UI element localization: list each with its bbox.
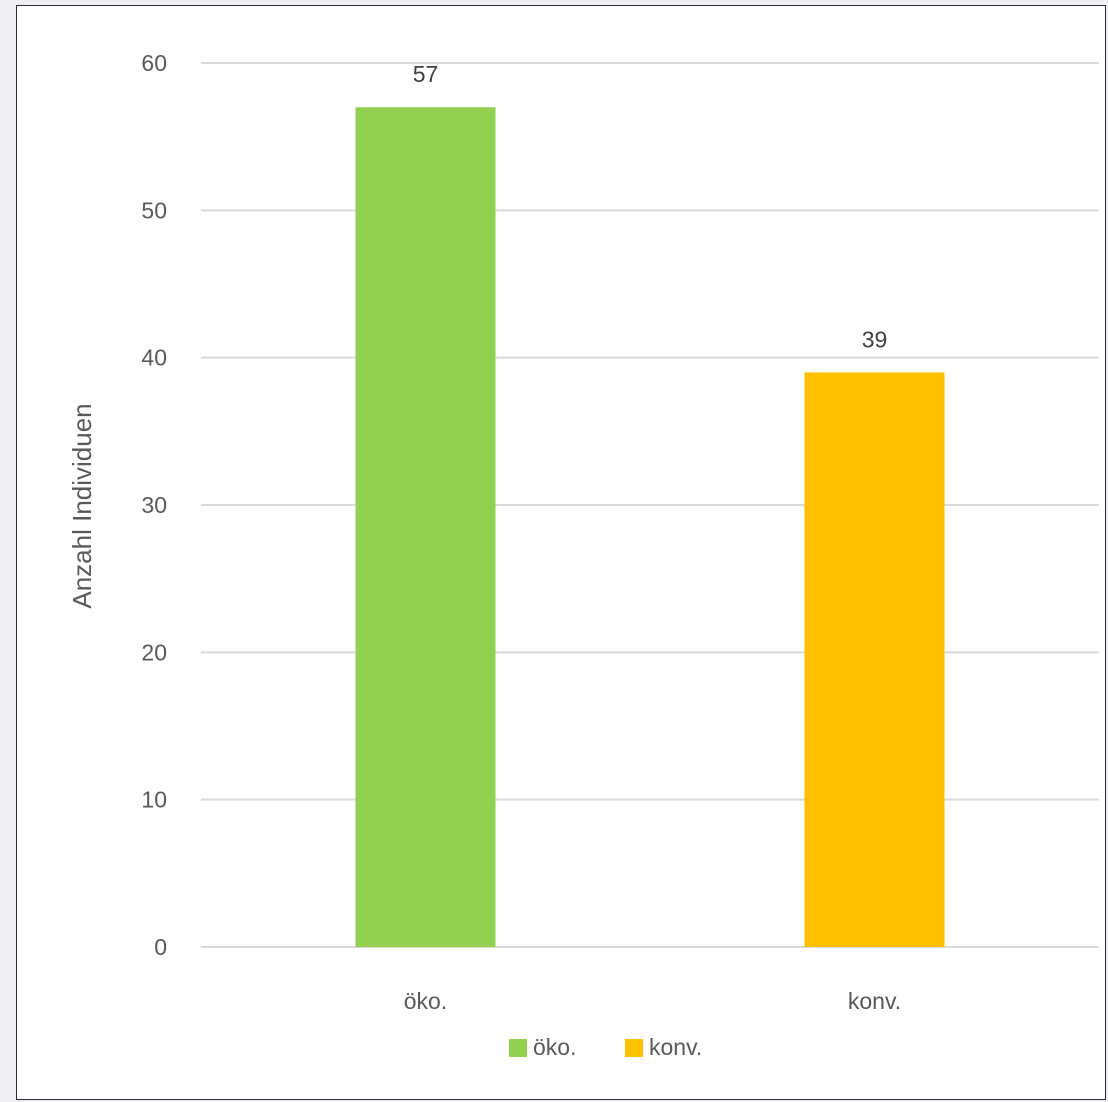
bar-data-label: 57 xyxy=(413,61,439,87)
legend-label: öko. xyxy=(533,1034,576,1060)
data-labels: 57 39 xyxy=(413,61,888,352)
legend-label: konv. xyxy=(649,1034,702,1060)
y-tick-label: 40 xyxy=(141,345,167,371)
bar-data-label: 39 xyxy=(862,326,888,352)
x-axis-categories: öko. konv. xyxy=(404,988,901,1014)
x-category-label: konv. xyxy=(848,988,901,1014)
y-tick-label: 10 xyxy=(141,787,167,813)
bar xyxy=(804,372,945,947)
y-tick-label: 50 xyxy=(141,197,167,223)
legend-swatch xyxy=(625,1039,643,1057)
bars xyxy=(355,107,945,947)
y-tick-label: 60 xyxy=(141,50,167,76)
y-tick-label: 0 xyxy=(154,934,167,960)
y-axis-ticks: 0 10 20 30 40 50 60 xyxy=(141,50,167,960)
y-tick-label: 20 xyxy=(141,639,167,665)
legend-swatch xyxy=(509,1039,527,1057)
y-axis-title: Anzahl Individuen xyxy=(67,403,97,608)
x-category-label: öko. xyxy=(404,988,447,1014)
chart-frame: 0 10 20 30 40 50 60 57 39 öko. konv. Anzahl Indi… xyxy=(16,5,1106,1100)
y-tick-label: 30 xyxy=(141,492,167,518)
bar xyxy=(355,107,496,947)
gridlines xyxy=(201,62,1099,948)
legend: öko. konv. xyxy=(509,1034,702,1060)
bar-chart: 0 10 20 30 40 50 60 57 39 öko. konv. Anzahl Indi… xyxy=(67,50,1099,1060)
